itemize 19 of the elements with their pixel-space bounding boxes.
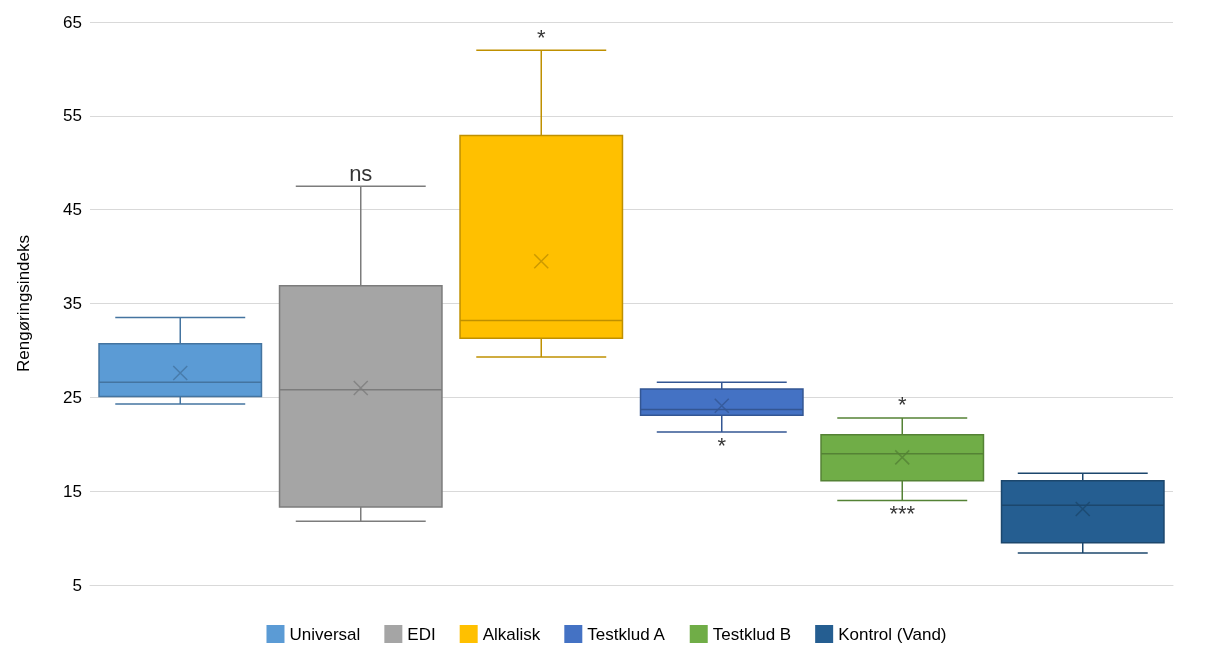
y-tick-label: 65: [63, 12, 82, 32]
y-tick-label: 55: [63, 106, 82, 126]
legend-label: Testklud B: [712, 624, 792, 644]
y-tick-label: 35: [63, 294, 82, 313]
legend-label: Alkalisk: [482, 624, 541, 644]
y-tick-label: 25: [63, 387, 82, 407]
y-tick-label: 15: [63, 481, 82, 501]
annotation: *: [717, 432, 727, 458]
annotation: ns: [349, 160, 373, 186]
annotation: *: [536, 24, 546, 50]
legend-label: Universal: [289, 624, 361, 644]
y-tick-label: 45: [63, 200, 82, 220]
y-tick-label: 5: [72, 575, 82, 595]
legend-label: Testklud A: [587, 624, 666, 644]
legend-label: Kontrol (Vand): [838, 624, 947, 644]
annotation: ***: [889, 501, 916, 527]
legend-label: EDI: [407, 624, 436, 644]
y-axis-title: Rengøringsindeks: [14, 234, 33, 373]
annotation: *: [897, 392, 907, 418]
